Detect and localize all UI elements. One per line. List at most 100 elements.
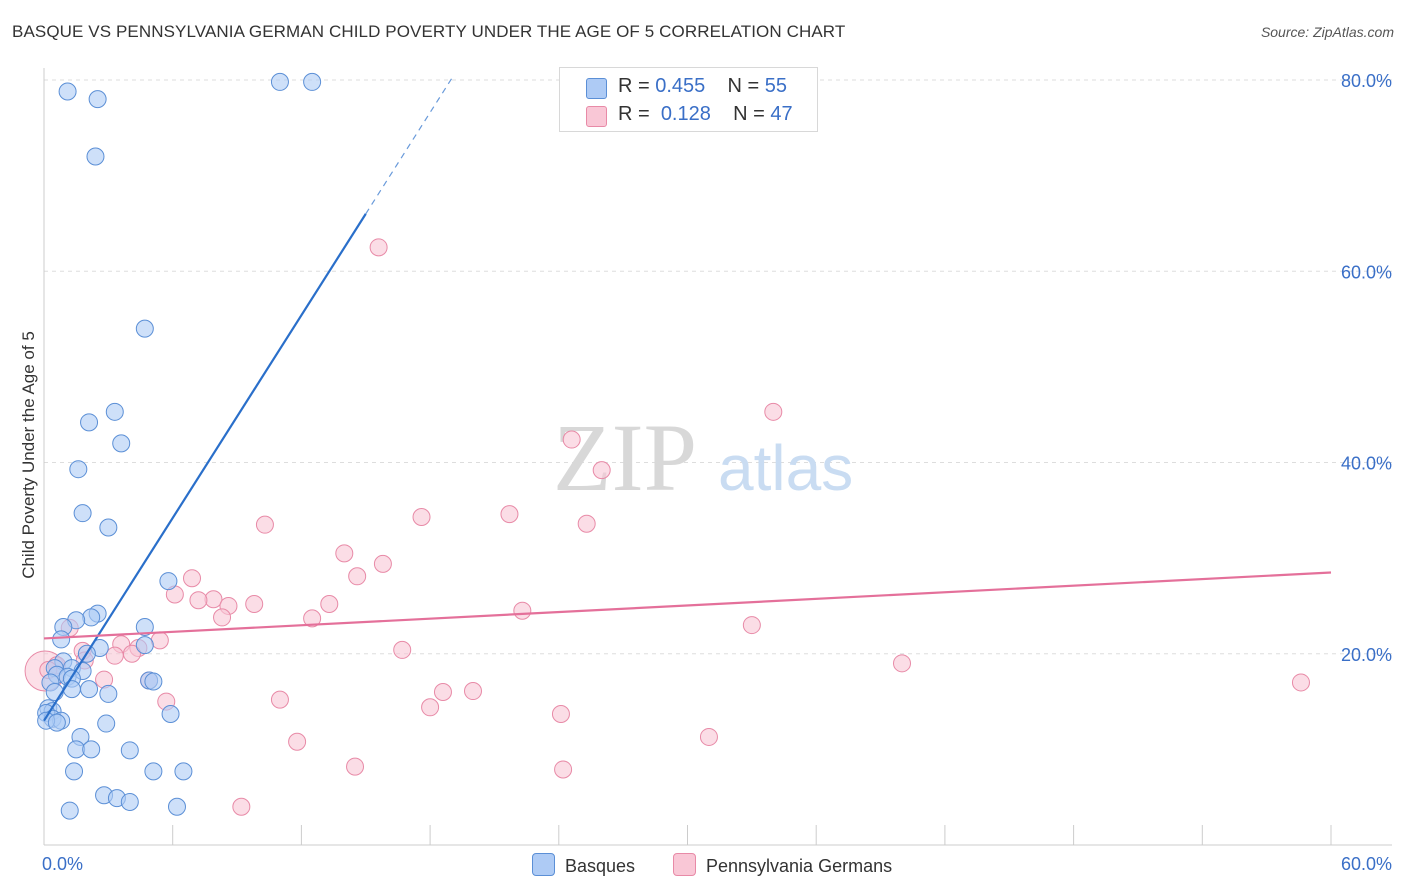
basque-point [52, 630, 71, 649]
basque-point [144, 672, 163, 691]
basque-point [58, 82, 77, 101]
stats-legend: R = 0.455 N = 55 R = 0.128 N = 47 [559, 67, 818, 132]
legend-swatch-basques [586, 78, 607, 99]
basque-point [86, 147, 105, 166]
pa-german-point [421, 698, 440, 717]
pa-german-point [393, 640, 412, 659]
pa-german-point [255, 515, 274, 534]
pa-german-point [288, 732, 307, 751]
pa-german-point [412, 508, 431, 527]
basque-point [270, 72, 289, 91]
pa-german-point [346, 757, 365, 776]
legend-n-value: 55 [764, 75, 788, 97]
pa-german-point [577, 514, 596, 533]
pa-german-point [551, 704, 570, 723]
basque-point [80, 680, 99, 699]
pa-german-point [245, 595, 264, 614]
bottom-legend-swatch-pa-germans [673, 853, 696, 876]
pa-german-trend-line [43, 571, 1332, 640]
y-tick-label: 40.0% [1341, 454, 1392, 474]
y-tick-label: 20.0% [1341, 645, 1392, 665]
source-label: Source: ZipAtlas.com [1260, 24, 1394, 40]
basque-point [161, 704, 180, 723]
watermark-zip: ZIP [553, 404, 697, 511]
pa-german-point [373, 554, 392, 573]
pa-german-point [513, 601, 532, 620]
pa-german-point [500, 505, 519, 524]
pa-german-point [189, 591, 208, 610]
legend-n-label: N = [727, 75, 760, 97]
basque-point [88, 90, 107, 109]
basque-point [120, 792, 139, 811]
watermark-atlas: atlas [718, 432, 853, 504]
basque-point [62, 680, 81, 699]
legend-n-label: N = [733, 103, 765, 125]
basque-point [174, 762, 193, 781]
pa-german-point [348, 567, 367, 586]
bottom-legend-label-pa-germans: Pennsylvania Germans [706, 856, 893, 876]
pa-german-point [204, 590, 223, 609]
pa-german-point [213, 608, 232, 627]
pa-german-point [1291, 673, 1310, 692]
basque-point [80, 413, 99, 432]
pa-german-point [232, 797, 251, 816]
pa-german-point [105, 646, 124, 665]
bottom-legend-basques: Basques [532, 853, 635, 877]
basque-point [99, 518, 118, 537]
basque-point [45, 683, 64, 701]
pa-german-points [24, 238, 1310, 816]
pa-german-point [183, 569, 202, 588]
basque-point [112, 434, 131, 453]
y-axis-label: Child Poverty Under the Age of 5 [19, 331, 38, 579]
pa-german-point [335, 544, 354, 563]
pa-german-point [433, 683, 452, 701]
legend-r-label: R = [618, 103, 650, 125]
basque-trend-line [43, 213, 367, 722]
trend-lines [43, 78, 1332, 722]
basque-point [73, 504, 92, 523]
pa-german-point [369, 238, 388, 257]
pa-german-point [562, 430, 581, 449]
legend-r-label: R = [618, 75, 650, 97]
basque-point [67, 740, 86, 759]
basque-point [135, 319, 154, 338]
basque-point [69, 460, 88, 479]
y-tick-label: 60.0% [1341, 262, 1392, 282]
basque-trend-extension [365, 78, 453, 215]
bottom-legend-label-basques: Basques [565, 856, 636, 876]
basque-point [105, 402, 124, 421]
pa-german-point [464, 682, 482, 701]
x-tick-label: 60.0% [1341, 854, 1392, 874]
bottom-legend-swatch-basques [532, 853, 555, 876]
pa-german-point [893, 654, 911, 673]
legend-swatch-pa-germans [586, 106, 607, 127]
basque-point [99, 684, 118, 703]
y-tick-label: 80.0% [1341, 71, 1392, 91]
pa-german-point [554, 760, 573, 779]
basque-point [47, 713, 66, 732]
basque-point [144, 762, 163, 781]
basque-point [167, 797, 186, 816]
legend-n-value: 47 [770, 103, 793, 125]
basque-point [97, 714, 116, 733]
pa-german-point [699, 727, 718, 746]
pa-german-point [742, 616, 761, 635]
basque-point [60, 801, 79, 820]
x-tick-label: 0.0% [42, 854, 83, 874]
pa-german-point [764, 402, 783, 421]
basque-point [82, 740, 101, 759]
pa-german-point [303, 609, 322, 628]
basque-point [303, 72, 322, 91]
basque-point [120, 741, 139, 760]
legend-r-value: 0.455 [655, 75, 706, 97]
pa-german-point [150, 631, 169, 650]
axes: 20.0% 40.0% 60.0% 80.0% 0.0% 60.0% [42, 68, 1392, 874]
pa-german-point [320, 595, 339, 614]
pa-german-point [270, 690, 289, 709]
basque-point [65, 762, 84, 781]
basque-point [82, 608, 101, 627]
watermark: ZIP atlas [553, 404, 853, 511]
bottom-legend-pa-germans: Pennsylvania Germans [673, 853, 892, 877]
chart-title: BASQUE VS PENNSYLVANIA GERMAN CHILD POVE… [12, 22, 846, 41]
